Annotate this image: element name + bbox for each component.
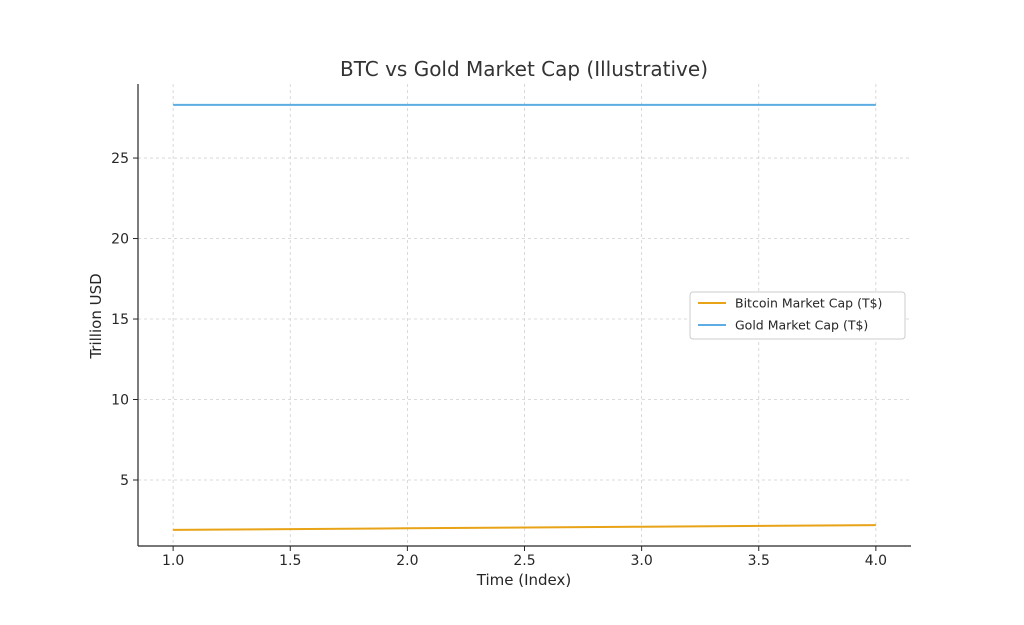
- x-axis-ticks: 1.0 1.5 2.0 2.5 3.0 3.5 4.0: [162, 546, 887, 569]
- y-axis-ticks: 5 10 15 20 25: [111, 151, 138, 489]
- x-tick-label-6: 4.0: [865, 553, 887, 569]
- x-tick-label-2: 2.0: [396, 553, 418, 569]
- legend-label-bitcoin: Bitcoin Market Cap (T$): [735, 296, 882, 311]
- grid: [138, 84, 911, 546]
- x-tick-label-3: 2.5: [513, 553, 535, 569]
- y-tick-label-3: 20: [111, 232, 129, 248]
- legend-box: [689, 291, 906, 340]
- series-line-0: [173, 524, 876, 531]
- legend: Bitcoin Market Cap (T$) Gold Market Cap …: [689, 291, 906, 340]
- legend-label-gold: Gold Market Cap (T$): [735, 318, 868, 333]
- y-tick-label-0: 5: [120, 473, 129, 489]
- y-axis-title: Trillion USD: [87, 273, 105, 359]
- x-tick-label-4: 3.0: [630, 553, 652, 569]
- x-tick-label-5: 3.5: [748, 553, 770, 569]
- series-lines: [173, 103, 876, 531]
- chart-title: BTC vs Gold Market Cap (Illustrative): [340, 57, 708, 81]
- x-tick-label-0: 1.0: [162, 553, 184, 569]
- y-tick-label-4: 25: [111, 151, 129, 167]
- x-axis-title: Time (Index): [476, 571, 571, 589]
- y-tick-label-2: 15: [111, 312, 129, 328]
- y-tick-label-1: 10: [111, 393, 129, 409]
- x-tick-label-1: 1.5: [279, 553, 301, 569]
